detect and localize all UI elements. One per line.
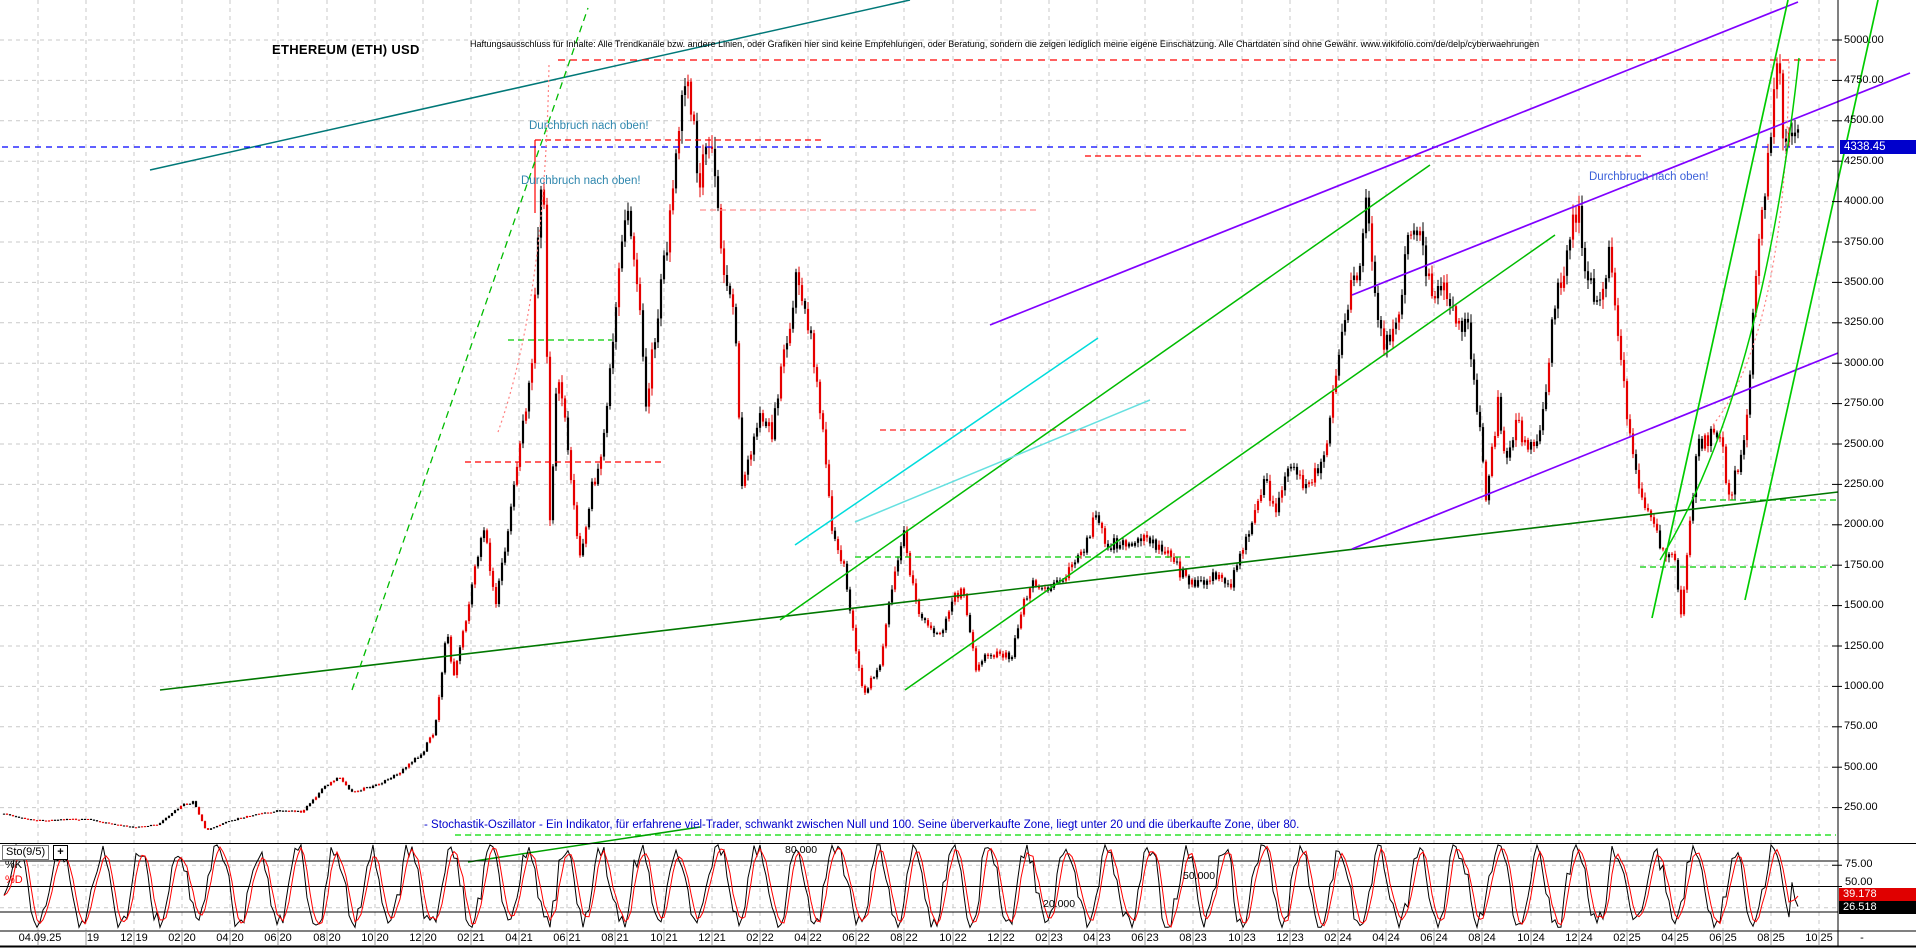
price-axis-label: 2500.00 [1844,437,1884,450]
price-axis-label: 750.00 [1844,720,1878,733]
date-axis-label: 02 24 [1324,932,1352,944]
date-axis-label: 02 25 [1613,932,1641,944]
date-axis-label: 04 21 [505,932,533,944]
page-title: ETHEREUM (ETH) USD [272,42,420,57]
price-axis-label: 500.00 [1844,760,1878,773]
date-axis-label: 08 22 [890,932,918,944]
date-axis-label: 12 21 [698,932,726,944]
stochastic-level-50: 50.000 [1183,870,1216,882]
date-axis-label: 06 21 [553,932,581,944]
price-axis-label: 1250.00 [1844,639,1884,652]
date-axis-label: 10 23 [1228,932,1256,944]
date-axis-label: 04.09.25 [18,932,62,944]
percent-k-value-badge: 26.518 [1839,901,1916,914]
date-axis-label: - [1860,932,1864,944]
date-axis-label: 08 25 [1757,932,1785,944]
price-axis-label: 250.00 [1844,801,1878,814]
date-axis-label: 04 22 [794,932,822,944]
date-axis-label: 02 23 [1035,932,1063,944]
date-axis-label: 06 24 [1420,932,1448,944]
date-axis-label: 19 [86,932,100,944]
price-axis-label: 3000.00 [1844,356,1884,369]
price-axis-label: 4000.00 [1844,195,1884,208]
date-axis-label: 06 22 [842,932,870,944]
date-axis-label: 08 24 [1468,932,1496,944]
disclaimer-text: Haftungsausschluss für Inhalte: Alle Tre… [470,39,1540,49]
price-axis-label: 4500.00 [1844,114,1884,127]
stochastic-indicator-label: Sto(9/5) [2,845,50,860]
date-axis-label: 10 20 [361,932,389,944]
date-axis-label: 10 25 [1805,932,1833,944]
date-axis-label: 08 20 [313,932,341,944]
stochastic-axis-label-50: 50.00 [1845,876,1873,888]
date-axis-label: 10 21 [650,932,678,944]
price-axis-label: 1750.00 [1844,558,1884,571]
price-axis-label: 2750.00 [1844,397,1884,410]
annotation-breakout-left-mid: Durchbruch nach oben! [521,175,641,187]
percent-d-value-badge: 39.178 [1839,888,1916,901]
date-axis-label: 02 22 [746,932,774,944]
price-axis-label: 1500.00 [1844,599,1884,612]
date-axis-label: 06 23 [1131,932,1159,944]
stochastic-axis-label-75: 75.00 [1845,858,1873,870]
percent-d-label: %D [5,874,23,886]
price-axis-label: 4250.00 [1844,154,1884,167]
price-axis-label: 2250.00 [1844,477,1884,490]
date-axis-label: 10 22 [939,932,967,944]
price-axis-label: 1000.00 [1844,679,1884,692]
annotation-breakout-right: Durchbruch nach oben! [1589,171,1709,183]
price-axis-label: 3500.00 [1844,275,1884,288]
date-axis-label: 12 19 [120,932,148,944]
price-axis-label: 3250.00 [1844,316,1884,329]
date-axis-label: 06 25 [1709,932,1737,944]
date-axis-label: 10 24 [1517,932,1545,944]
price-axis-label: 4750.00 [1844,73,1884,86]
date-axis-label: 04 25 [1661,932,1689,944]
date-axis-label: 02 20 [168,932,196,944]
date-axis-label: 12 22 [987,932,1015,944]
price-axis-label: 2000.00 [1844,518,1884,531]
stochastic-expand-button[interactable]: + [53,845,68,860]
date-axis-label: 04 23 [1083,932,1111,944]
percent-k-label: %K [5,859,23,871]
date-axis-label: 04 24 [1372,932,1400,944]
stochastic-level-80: 80.000 [785,844,818,856]
current-price-badge: 4338.45 [1840,140,1916,154]
price-axis-label: 3750.00 [1844,235,1884,248]
price-axis-label: 5000.00 [1844,33,1884,46]
date-axis-label: 12 24 [1565,932,1593,944]
oscillator-description: - Stochastik-Oszillator - Ein Indikator,… [424,819,1300,831]
date-axis-label: 02 21 [457,932,485,944]
date-axis-label: 12 23 [1276,932,1304,944]
date-axis-label: 12 20 [409,932,437,944]
date-axis-label: 04 20 [216,932,244,944]
date-axis-label: 06 20 [264,932,292,944]
date-axis-label: 08 23 [1179,932,1207,944]
annotation-breakout-left-top: Durchbruch nach oben! [529,120,649,132]
date-axis-label: 08 21 [601,932,629,944]
stochastic-level-20: 20.000 [1043,898,1076,910]
